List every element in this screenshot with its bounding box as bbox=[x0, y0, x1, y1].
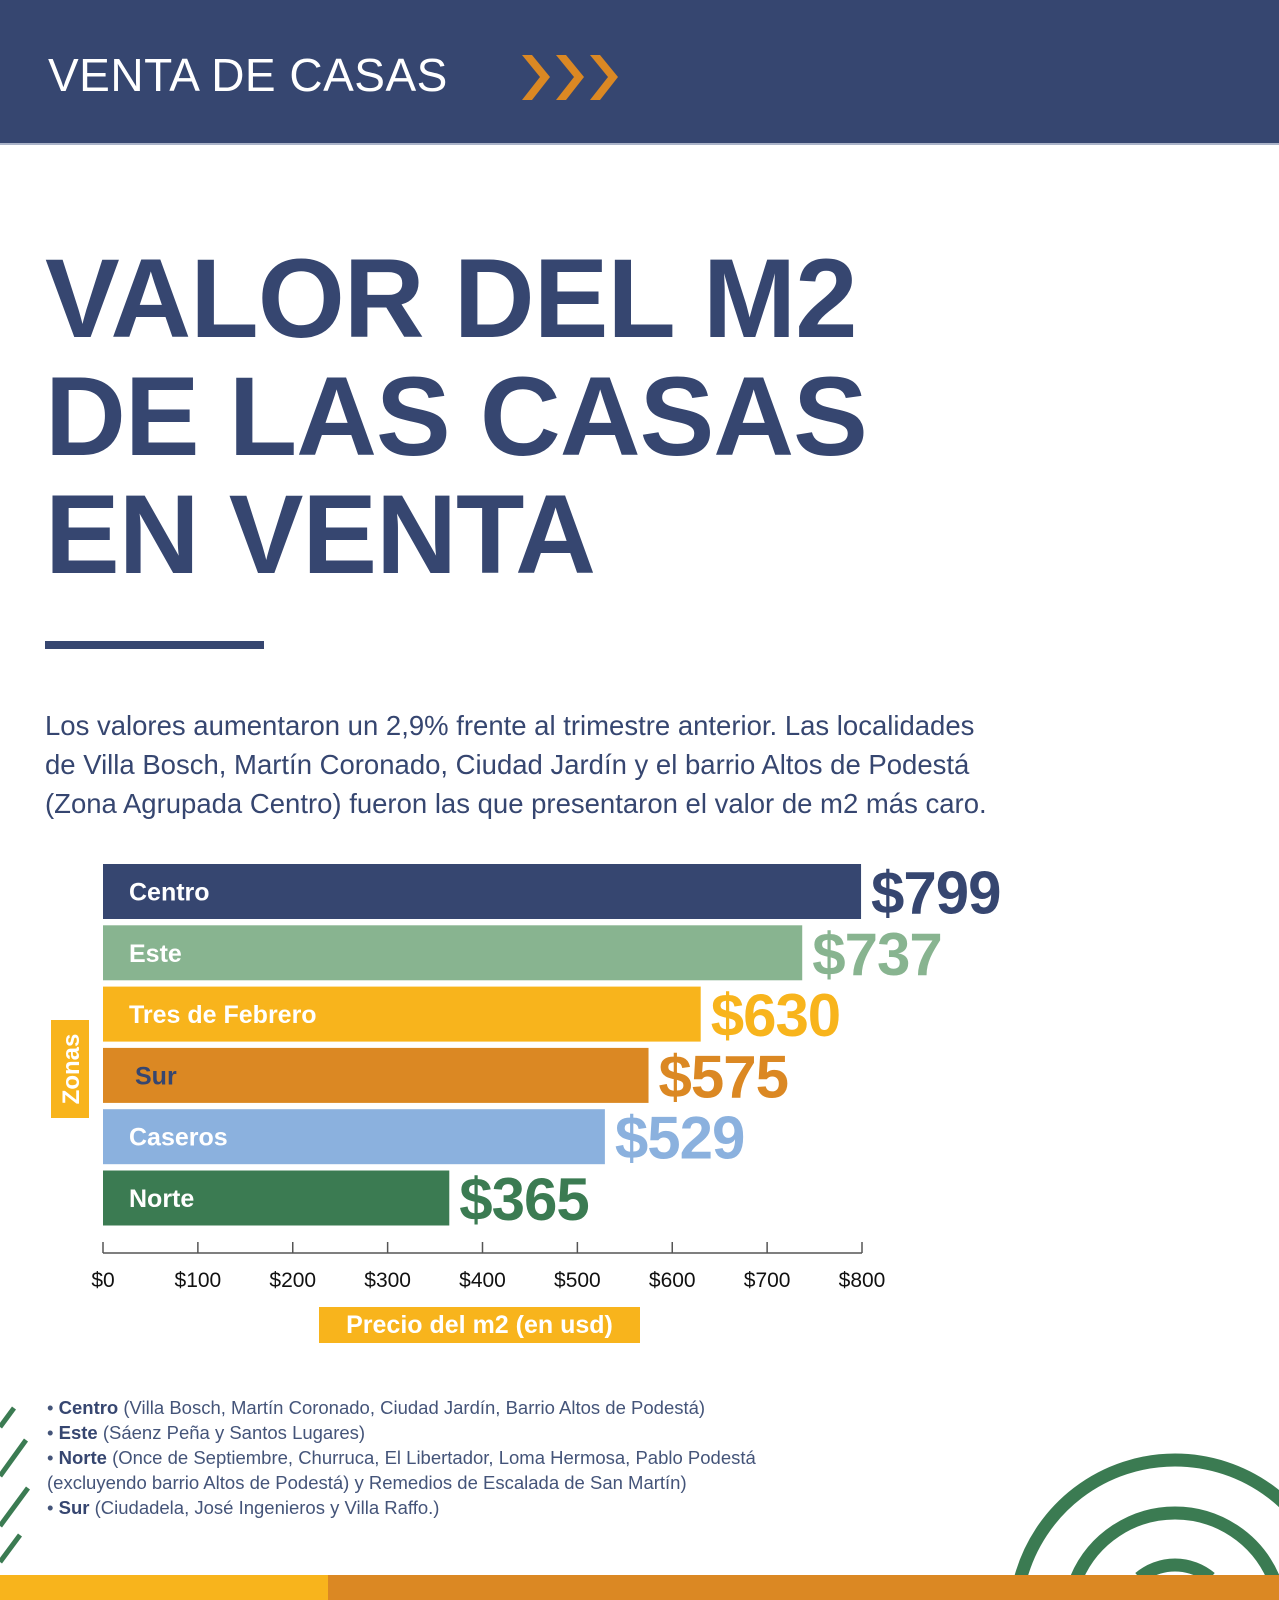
x-tick-label: $700 bbox=[744, 1269, 791, 1292]
note-text: (Once de Septiembre, Churruca, El Libert… bbox=[106, 1447, 756, 1468]
note-zone: Este bbox=[58, 1422, 98, 1443]
bar bbox=[103, 986, 701, 1042]
header-banner: VENTA DE CASAS bbox=[0, 0, 1279, 145]
bar-category-label: Caseros bbox=[129, 1124, 228, 1152]
note-zone: Centro bbox=[58, 1397, 119, 1418]
x-tick-label: $600 bbox=[649, 1269, 696, 1292]
bar-value-label: $529 bbox=[615, 1105, 744, 1172]
decorative-arcs bbox=[1014, 1453, 1279, 1580]
bar-chart: Centro $799 Este $737 Tres de Febrero $630 Sur… bbox=[51, 860, 1002, 1343]
note-text: (Sáenz Peña y Santos Lugares) bbox=[97, 1422, 366, 1443]
bar-category-label: Tres de Febrero bbox=[129, 1001, 317, 1029]
footer-bar-yellow bbox=[0, 1575, 328, 1600]
title-divider bbox=[45, 641, 264, 649]
bar-category-label: Norte bbox=[129, 1185, 194, 1213]
header-title: VENTA DE CASAS bbox=[48, 49, 448, 101]
bar-category-label: Centro bbox=[129, 879, 210, 907]
bar-category-label: Sur bbox=[135, 1062, 177, 1090]
decorative-arc bbox=[1070, 1506, 1279, 1580]
x-tick-label: $0 bbox=[91, 1269, 114, 1292]
x-tick-label: $200 bbox=[269, 1269, 316, 1292]
intro-line: de Villa Bosch, Martín Coronado, Ciudad … bbox=[45, 749, 970, 780]
footer-bar-orange bbox=[328, 1575, 1279, 1600]
x-tick-label: $300 bbox=[364, 1269, 411, 1292]
x-axis-title: Precio del m2 (en usd) bbox=[346, 1311, 613, 1339]
bar-value-label: $575 bbox=[659, 1043, 788, 1110]
bar bbox=[103, 864, 862, 919]
x-tick-label: $100 bbox=[175, 1269, 222, 1292]
zone-notes: • Centro (Villa Bosch, Martín Coronado, … bbox=[47, 1395, 756, 1520]
decorative-arc bbox=[1135, 1558, 1215, 1580]
x-tick-label: $400 bbox=[459, 1269, 506, 1292]
note-line: • Este (Sáenz Peña y Santos Lugares) bbox=[47, 1422, 366, 1443]
bar-value-label: $737 bbox=[812, 921, 941, 988]
note-line: • Norte (Once de Septiembre, Churruca, E… bbox=[47, 1447, 756, 1468]
page-title: VALOR DEL M2 DE LAS CASAS EN VENTA bbox=[45, 236, 868, 597]
decorative-arc bbox=[1014, 1453, 1279, 1580]
bar-category-label: Este bbox=[129, 940, 182, 968]
bar bbox=[103, 925, 803, 981]
x-tick-label: $800 bbox=[839, 1269, 886, 1292]
title-line: EN VENTA bbox=[45, 472, 596, 597]
bar-value-label: $630 bbox=[711, 982, 840, 1049]
intro-line: (Zona Agrupada Centro) fueron las que pr… bbox=[45, 788, 987, 819]
bar bbox=[103, 1047, 649, 1103]
bar-value-label: $799 bbox=[871, 860, 1000, 927]
note-zone: Sur bbox=[58, 1497, 90, 1518]
title-line: DE LAS CASAS bbox=[45, 354, 868, 479]
note-line: • Centro (Villa Bosch, Martín Coronado, … bbox=[47, 1397, 706, 1418]
note-text: (Ciudadela, José Ingenieros y Villa Raff… bbox=[89, 1497, 440, 1518]
note-text: (excluyendo barrio Altos de Podestá) y R… bbox=[47, 1472, 687, 1493]
title-line: VALOR DEL M2 bbox=[45, 236, 857, 361]
x-tick-label: $500 bbox=[554, 1269, 601, 1292]
note-text: (Villa Bosch, Martín Coronado, Ciudad Ja… bbox=[118, 1397, 706, 1418]
decorative-stripes bbox=[0, 1406, 31, 1564]
note-zone: Norte bbox=[58, 1447, 107, 1468]
bar-value-label: $365 bbox=[459, 1166, 588, 1233]
y-axis-title-box bbox=[51, 1020, 89, 1118]
bar bbox=[103, 1170, 450, 1226]
x-axis-title-box bbox=[319, 1307, 640, 1343]
triple-chevron-right-icon bbox=[522, 55, 618, 100]
y-axis-title: Zonas bbox=[58, 1034, 85, 1105]
note-line: (excluyendo barrio Altos de Podestá) y R… bbox=[47, 1470, 756, 1495]
note-line: • Sur (Ciudadela, José Ingenieros y Vill… bbox=[47, 1497, 440, 1518]
intro-paragraph: Los valores aumentaron un 2,9% frente al… bbox=[45, 706, 1275, 823]
intro-line: Los valores aumentaron un 2,9% frente al… bbox=[45, 710, 975, 741]
bar bbox=[103, 1109, 605, 1165]
